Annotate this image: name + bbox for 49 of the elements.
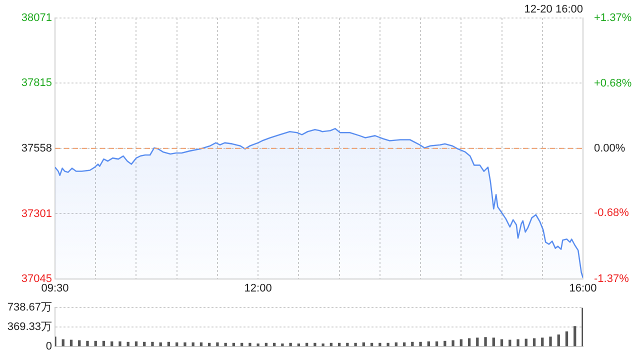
bar [281,343,284,346]
bar [184,342,186,346]
bar [500,339,504,346]
bar [557,334,560,346]
bar [322,343,324,346]
bar [524,338,528,346]
bar [549,336,552,346]
bar [118,341,122,346]
bar [541,338,544,346]
x-tick-label: 09:30 [41,282,69,294]
bar [256,343,260,346]
bar [484,337,487,346]
bar [468,338,471,346]
bar [62,339,64,346]
y2-tick-label: +0.68% [594,78,632,90]
x-tick-label: 16:00 [569,282,597,294]
y2-tick-label: +1.37% [594,12,632,24]
y-tick-label: 369.33万 [7,321,52,334]
bar [216,342,219,346]
y-tick-label: 0 [46,340,52,352]
y2-tick-label: -0.68% [594,207,630,220]
y-tick-label: 37045 [21,272,52,285]
bar [492,338,495,346]
bar [346,342,349,346]
bar [354,342,357,346]
bar [565,331,568,346]
bar [476,338,479,346]
bar [378,342,382,346]
bar [516,339,520,346]
x-tick-label: 12:00 [244,282,272,294]
bar [452,340,454,346]
bar [386,342,390,346]
bar [460,339,462,346]
y-tick-label: 738.67万 [7,302,52,314]
bar [419,342,422,346]
y2-tick-label: -1.37% [594,272,630,285]
bar [151,342,154,346]
bar [86,340,89,346]
y-tick-label: 38071 [21,12,52,24]
bar [248,342,252,346]
bar [289,342,292,346]
y-tick-label: 37558 [21,142,52,154]
y-tick-label: 37815 [21,77,52,90]
text: 12-20 16:00 [524,4,583,16]
bar [314,342,316,346]
bar [532,338,536,346]
y-tick-label: 37301 [21,208,52,220]
y2-tick-label: 0.00% [594,142,626,154]
bar [574,326,576,346]
